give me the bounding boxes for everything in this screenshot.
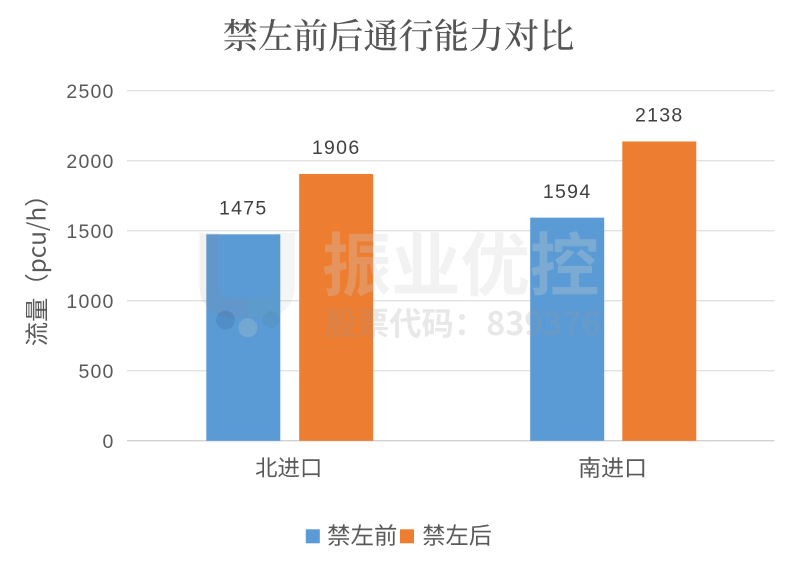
svg-text:0: 0 — [103, 431, 115, 453]
svg-text:1475: 1475 — [219, 198, 268, 220]
svg-text:1906: 1906 — [312, 137, 361, 159]
svg-text:2500: 2500 — [66, 81, 114, 103]
svg-text:2138: 2138 — [635, 105, 684, 127]
svg-text:2000: 2000 — [66, 151, 114, 173]
svg-text:1594: 1594 — [543, 181, 592, 203]
svg-text:1000: 1000 — [66, 291, 114, 313]
svg-text:1500: 1500 — [66, 221, 114, 243]
svg-text:500: 500 — [78, 361, 114, 383]
